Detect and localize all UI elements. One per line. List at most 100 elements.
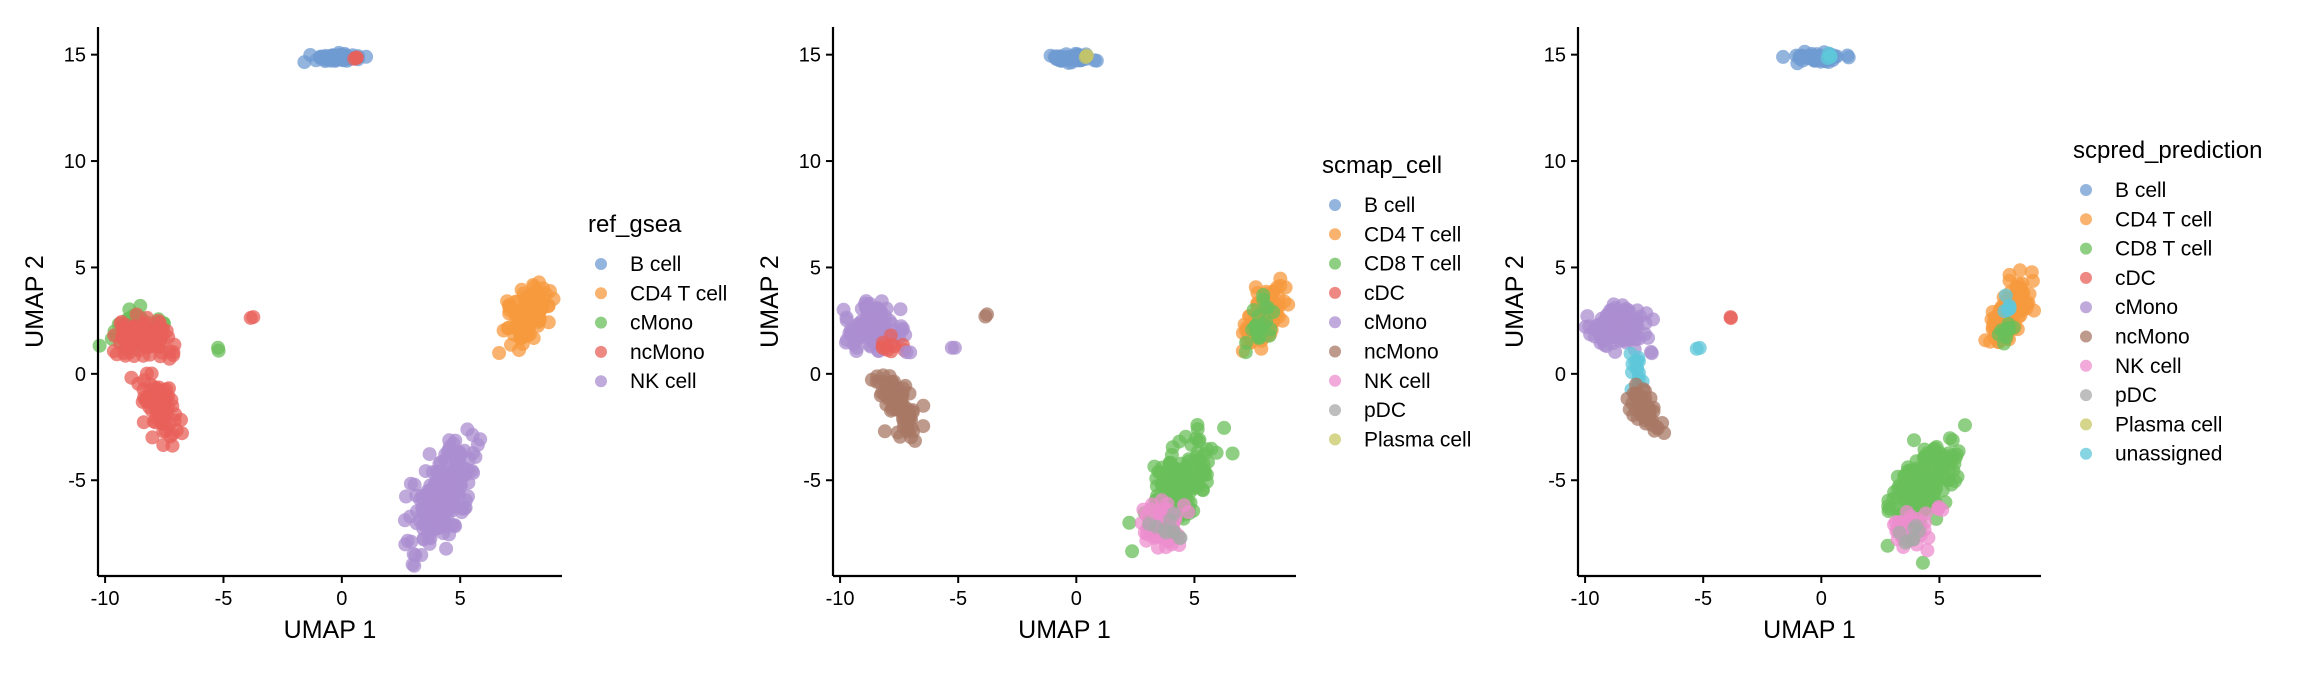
legend-key — [595, 316, 607, 329]
legend-label: ncMono — [2115, 326, 2190, 349]
data-point — [418, 464, 433, 479]
data-point — [149, 328, 164, 343]
data-point — [1196, 457, 1211, 472]
data-point — [246, 310, 261, 325]
data-point — [1881, 499, 1896, 514]
data-point — [1160, 462, 1175, 477]
data-point — [1891, 481, 1905, 496]
data-point — [127, 349, 141, 363]
data-point — [1181, 505, 1196, 520]
data-point — [1802, 50, 1817, 65]
legend-label: B cell — [630, 253, 681, 276]
data-point — [447, 518, 462, 533]
legend-key — [1329, 228, 1341, 241]
y-tick-label: 15 — [799, 45, 821, 67]
data-point — [492, 346, 507, 360]
legend-label: CD8 T cell — [2115, 238, 2212, 261]
data-point — [439, 541, 454, 556]
data-point — [523, 327, 537, 342]
data-point — [1912, 478, 1927, 493]
legend-key — [2080, 359, 2092, 372]
data-point — [836, 302, 851, 317]
data-point — [453, 447, 467, 462]
legend-label: pDC — [2115, 384, 2157, 407]
data-point — [1079, 48, 1094, 63]
data-point — [142, 392, 157, 407]
data-point — [546, 291, 561, 306]
data-point — [450, 482, 465, 497]
legend-key — [2080, 330, 2092, 343]
legend-key — [2080, 389, 2092, 402]
data-point — [109, 347, 124, 362]
data-point — [457, 501, 472, 516]
data-point — [1907, 433, 1921, 448]
legend-key — [1329, 404, 1341, 417]
data-point — [1056, 52, 1070, 66]
legend-key — [595, 287, 607, 300]
x-tick-label: 5 — [1189, 588, 1200, 610]
legend-key — [595, 375, 607, 388]
data-point — [1999, 330, 2014, 345]
data-point — [1192, 432, 1207, 447]
data-point — [527, 279, 541, 294]
data-point — [151, 313, 166, 328]
data-point — [2002, 267, 2017, 282]
data-point — [872, 313, 887, 328]
data-point — [1190, 418, 1205, 432]
data-point — [403, 476, 418, 491]
data-point — [883, 328, 898, 343]
legend-key — [1329, 286, 1341, 299]
data-point — [1172, 434, 1187, 449]
legend-key — [1329, 374, 1341, 387]
data-point — [1225, 446, 1240, 461]
data-point — [893, 302, 908, 317]
data-point — [1978, 333, 1993, 348]
data-point — [137, 373, 152, 388]
legend-label: cDC — [1364, 282, 1405, 305]
data-point — [1163, 482, 1178, 497]
data-point — [1620, 305, 1635, 320]
data-point — [92, 338, 107, 353]
data-point — [1639, 306, 1654, 321]
legend-label: Plasma cell — [1364, 428, 1471, 451]
legend-label: cDC — [2115, 267, 2156, 290]
legend-label: Plasma cell — [2115, 413, 2222, 436]
data-point — [1898, 535, 1913, 550]
data-point — [536, 291, 550, 306]
data-point — [1998, 288, 2013, 303]
legend-title: ref_gsea — [588, 211, 682, 238]
data-point — [1776, 49, 1791, 64]
y-tick-label: 0 — [1555, 364, 1566, 386]
legend-label: unassigned — [2115, 443, 2222, 466]
data-point — [1181, 482, 1196, 497]
y-tick-label: 0 — [75, 364, 86, 386]
y-tick-label: 10 — [1544, 151, 1566, 173]
y-axis-title: UMAP 2 — [1501, 255, 1529, 348]
legend-label: B cell — [1364, 194, 1415, 217]
legend-key — [2080, 184, 2092, 196]
x-axis-title: UMAP 1 — [1763, 616, 1856, 644]
data-point — [1909, 454, 1924, 469]
data-point — [126, 334, 141, 349]
data-point — [876, 341, 891, 356]
chart-panel-1: -10 -5 0 5 -5 0 5 10 15 UMAP 1 UMAP 2 ref_gsea B cel… — [21, 27, 727, 644]
data-point — [894, 319, 909, 334]
chart-panel-2: -10 -5 0 5 -5 0 5 10 15 UMAP 1 UMAP 2 scmap_cell B c… — [756, 27, 1471, 644]
data-point — [421, 506, 436, 521]
y-tick-label: 5 — [75, 257, 86, 279]
data-point — [331, 45, 346, 60]
data-point — [1217, 420, 1232, 435]
data-point — [1173, 530, 1188, 545]
data-point — [2013, 263, 2027, 278]
data-point — [421, 485, 436, 500]
data-point — [1948, 474, 1962, 489]
x-tick-label: -10 — [1571, 588, 1600, 610]
data-point — [2011, 281, 2026, 295]
data-point — [136, 415, 151, 430]
data-point — [140, 310, 155, 325]
x-tick-label: -10 — [826, 588, 855, 610]
data-point — [1599, 339, 1614, 354]
legend: scmap_cell B cell CD4 T cell CD8 T cell cDC c… — [1322, 152, 1471, 451]
data-point — [496, 323, 511, 338]
data-point — [2019, 297, 2034, 312]
